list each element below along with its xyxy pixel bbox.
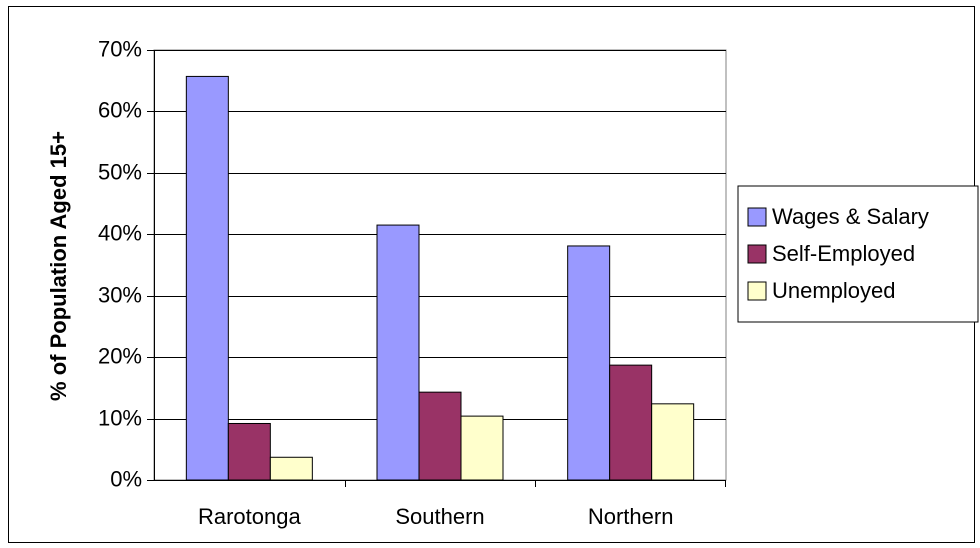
legend-label: Wages & Salary [772,204,929,229]
x-category-label: Southern [395,504,484,529]
bar [609,364,653,481]
legend-swatch [747,281,767,301]
bar [567,245,611,481]
y-tick-label: 10% [98,405,142,430]
y-tick-label: 60% [98,97,142,122]
bar [227,422,271,481]
bars [185,75,695,481]
legend: Wages & Salary Self-Employed Unemployed [737,185,979,323]
bar [651,403,695,481]
y-tick-label: 50% [98,159,142,184]
bar [418,391,462,481]
bar [185,75,229,481]
legend-label: Unemployed [772,278,896,303]
x-category-label: Northern [588,504,674,529]
legend-label: Self-Employed [772,241,915,266]
bar [376,224,420,481]
y-tick-label: 70% [98,36,142,61]
y-tick-label: 20% [98,343,142,368]
legend-box [737,185,979,323]
y-tick-labels: 0% 10% 20% 30% 40% 50% 60% 70% [98,36,142,491]
bar [269,456,313,481]
bar [460,415,504,481]
y-tick-label: 30% [98,282,142,307]
x-category-labels: Rarotonga Southern Northern [198,504,674,529]
legend-swatch [747,244,767,264]
y-tick-label: 40% [98,220,142,245]
x-category-label: Rarotonga [198,504,302,529]
y-axis-title: % of Population Aged 15+ [46,131,71,401]
axes [147,50,726,487]
legend-swatch [747,207,767,227]
y-tick-label: 0% [110,466,142,491]
